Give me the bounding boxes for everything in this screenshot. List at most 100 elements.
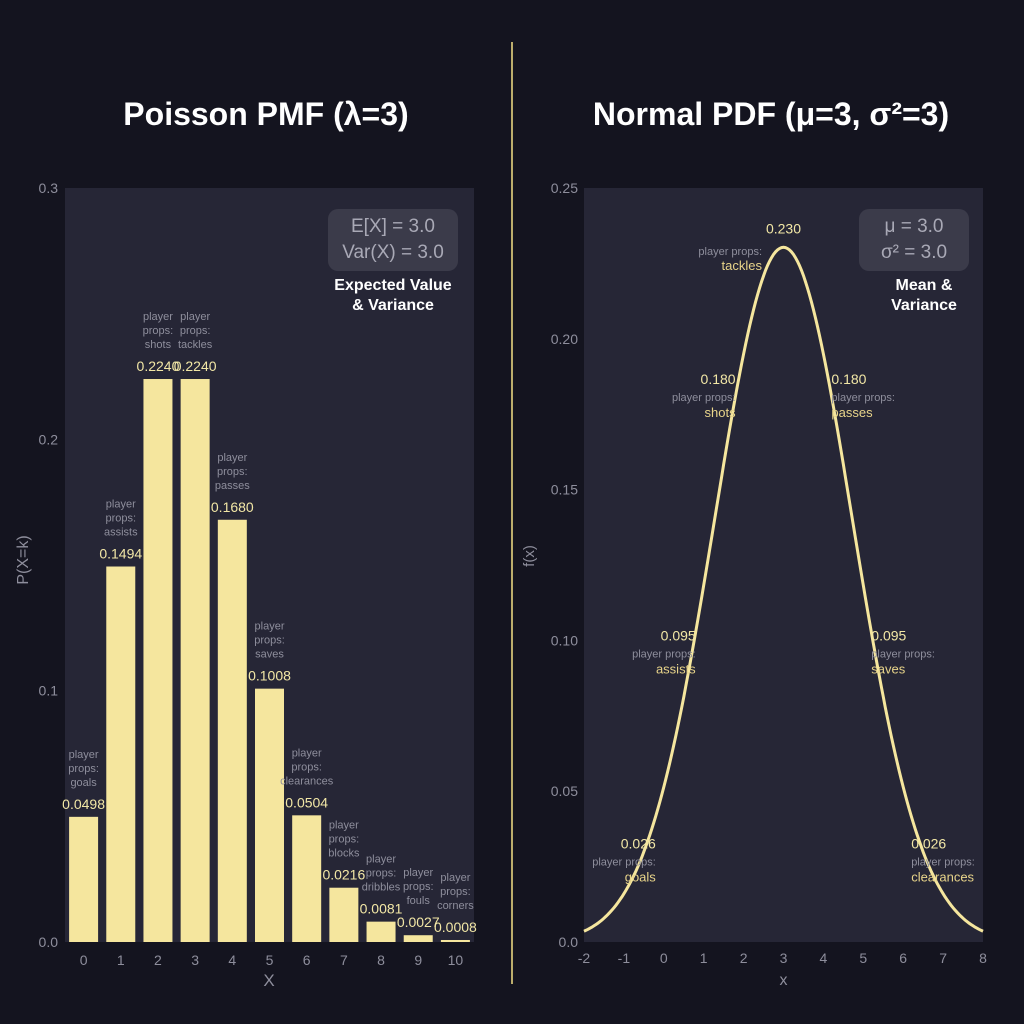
bar-annotation-line: props: <box>180 325 211 337</box>
bar-annotation-line: fouls <box>407 895 431 907</box>
bar-value-label: 0.1008 <box>248 668 291 684</box>
poisson-bar <box>329 887 359 942</box>
bar-value-label: 0.2240 <box>174 358 217 374</box>
normal-plot-area <box>584 188 983 942</box>
normal-caption-line-2: Variance <box>891 297 957 314</box>
bar-annotation-line: goals <box>70 777 97 789</box>
x-tick-label: 1 <box>700 950 708 966</box>
bar-value-label: 0.1680 <box>211 499 254 515</box>
curve-value-label: 0.180 <box>701 371 736 387</box>
x-tick-label: 2 <box>154 952 162 968</box>
bar-annotation-line: player <box>217 452 247 464</box>
bar-annotation-line: tackles <box>178 339 213 351</box>
curve-value-label: 0.026 <box>621 836 656 852</box>
x-tick-label: 6 <box>303 952 311 968</box>
x-tick-label: 7 <box>939 950 947 966</box>
curve-annotation-prop: goals <box>625 870 657 885</box>
poisson-bar <box>143 379 173 943</box>
curve-value-label: 0.095 <box>661 627 696 643</box>
bar-annotation-line: assists <box>104 527 138 539</box>
y-tick-label: 0.1 <box>39 683 59 699</box>
normal-stats-box: μ = 3.0 σ² = 3.0 <box>859 209 969 271</box>
bar-value-label: 0.0504 <box>285 794 328 810</box>
poisson-stats-caption: Expected Value & Variance <box>318 276 468 316</box>
y-tick-label: 0.0 <box>559 934 579 950</box>
y-tick-label: 0.3 <box>39 180 59 196</box>
x-tick-label: 0 <box>80 952 88 968</box>
poisson-chart-title: Poisson PMF (λ=3) <box>123 96 409 132</box>
y-tick-label: 0.10 <box>551 632 578 648</box>
x-tick-label: 3 <box>780 950 788 966</box>
curve-value-label: 0.026 <box>911 836 946 852</box>
y-tick-label: 0.20 <box>551 331 578 347</box>
y-axis-label: P(X=k) <box>15 535 32 584</box>
bar-annotation-line: passes <box>215 480 250 492</box>
curve-annotation-prop: assists <box>656 661 696 676</box>
y-tick-label: 0.2 <box>39 431 59 447</box>
bar-annotation-line: props: <box>143 325 174 337</box>
bar-annotation-line: props: <box>105 513 136 525</box>
normal-pdf-chart: 0.0 0.05 0.10 0.15 0.20 0.25 -2 -1 0 1 2 3 4 5 6 7 8 0.23… <box>521 180 987 989</box>
curve-annotation-prefix: player props: <box>698 246 762 258</box>
bar-annotation-line: player <box>403 867 433 879</box>
x-tick-label: 6 <box>899 950 907 966</box>
curve-annotation-prop: shots <box>705 405 737 420</box>
x-tick-label: 3 <box>191 952 199 968</box>
curve-annotation-prefix: player props: <box>831 392 895 404</box>
bar-annotation-line: blocks <box>328 848 360 860</box>
bar-value-label: 0.0027 <box>397 914 440 930</box>
x-tick-label: -2 <box>578 950 591 966</box>
x-tick-label: 4 <box>820 950 828 966</box>
bar-annotation-line: player <box>255 621 285 633</box>
bar-annotation-line: props: <box>217 466 248 478</box>
bar-annotation-line: shots <box>145 339 172 351</box>
curve-annotation-prop: tackles <box>722 258 763 273</box>
normal-stats-caption: Mean & Variance <box>864 276 984 316</box>
bar-annotation-line: player <box>143 311 173 323</box>
curve-value-label: 0.230 <box>766 220 801 236</box>
bar-annotation-line: player <box>329 820 359 832</box>
y-tick-label: 0.25 <box>551 180 578 196</box>
x-tick-label: 5 <box>266 952 274 968</box>
curve-annotation-prop: saves <box>871 661 905 676</box>
bar-annotation-line: props: <box>291 761 322 773</box>
x-tick-label: 8 <box>377 952 385 968</box>
bar-annotation-line: props: <box>403 881 434 893</box>
bar-value-label: 0.0081 <box>360 901 403 917</box>
bar-annotation-line: props: <box>366 868 397 880</box>
bar-annotation-line: saves <box>255 649 284 661</box>
bar-annotation-line: dribbles <box>362 882 401 894</box>
bar-annotation-line: player <box>292 747 322 759</box>
poisson-pmf-chart: 0.0 0.1 0.2 0.3 0 0.0498 player props: goals 1 0.1… <box>15 180 477 990</box>
x-tick-label: 1 <box>117 952 125 968</box>
poisson-variance-stat: Var(X) = 3.0 <box>342 242 444 263</box>
x-tick-label: 7 <box>340 952 348 968</box>
y-tick-label: 0.0 <box>39 934 59 950</box>
bar-annotation-line: props: <box>440 886 471 898</box>
y-tick-label: 0.15 <box>551 482 578 498</box>
curve-annotation-prop: passes <box>831 405 873 420</box>
x-tick-label: 10 <box>448 952 464 968</box>
poisson-bar <box>217 519 247 942</box>
bar-annotation-line: props: <box>68 763 99 775</box>
curve-value-label: 0.095 <box>871 627 906 643</box>
x-tick-label: 5 <box>859 950 867 966</box>
bar-annotation-line: corners <box>437 900 474 912</box>
bar-value-label: 0.1494 <box>99 546 142 562</box>
panel-divider <box>511 42 513 984</box>
bar-annotation-line: props: <box>329 834 360 846</box>
x-tick-label: 4 <box>228 952 236 968</box>
y-tick-label: 0.05 <box>551 783 578 799</box>
y-axis-label: f(x) <box>521 545 538 567</box>
poisson-bar <box>366 921 396 942</box>
x-tick-label: 0 <box>660 950 668 966</box>
poisson-bar <box>403 935 433 942</box>
curve-value-label: 0.180 <box>831 371 866 387</box>
normal-caption-line-1: Mean & <box>895 277 953 294</box>
x-tick-label: -1 <box>618 950 631 966</box>
normal-pdf-curve <box>583 245 984 933</box>
curve-annotation-prefix: player props: <box>911 857 975 869</box>
bar-annotation-line: props: <box>254 635 285 647</box>
bar-value-label: 0.2240 <box>137 358 180 374</box>
